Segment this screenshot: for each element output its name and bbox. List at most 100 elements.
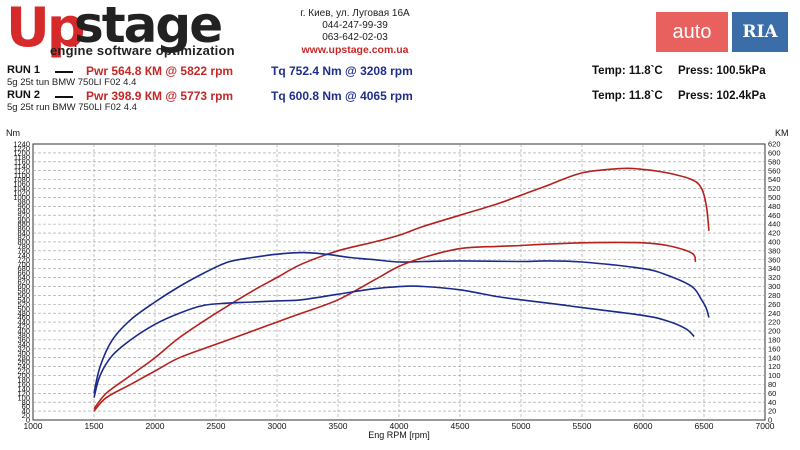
- y-right-tick-label: 580: [768, 157, 781, 166]
- x-tick-label: 2000: [146, 421, 165, 431]
- y-right-tick-label: 520: [768, 184, 781, 193]
- auto-ria-watermark: auto RIA: [656, 12, 788, 54]
- y-left-tick-label: 220: [17, 367, 30, 376]
- y-right-tick-label: 220: [768, 318, 781, 327]
- y-left-axis-label: Nm: [6, 128, 20, 138]
- contact-address: г. Киев, ул. Луговая 16А: [300, 8, 410, 19]
- x-tick-label: 3000: [268, 421, 287, 431]
- y-left-tick-label: 940: [17, 206, 30, 215]
- y-left-tick-label: 480: [17, 309, 30, 318]
- y-left-tick-label: 1040: [13, 184, 30, 193]
- y-right-tick-label: 360: [768, 255, 781, 264]
- y-left-tick-label: 400: [17, 327, 30, 336]
- y-left-tick-label: 20: [22, 411, 30, 420]
- y-left-tick-label: 920: [17, 211, 30, 220]
- y-left-tick-label: 1200: [13, 149, 30, 158]
- y-right-tick-label: 280: [768, 291, 781, 300]
- y-left-tick-label: 0: [26, 416, 30, 425]
- y-right-tick-label: 380: [768, 246, 781, 255]
- y-left-tick-label: 580: [17, 287, 30, 296]
- logo-stage-text: stage: [74, 0, 223, 54]
- x-axis-label: Eng RPM [rpm]: [368, 430, 430, 440]
- y-left-tick-label: 760: [17, 246, 30, 255]
- y-left-tick-label: 160: [17, 380, 30, 389]
- y-left-tick-label: 820: [17, 233, 30, 242]
- y-left-tick-label: 960: [17, 202, 30, 211]
- run-2-press: Press: 102.4kPa: [678, 90, 766, 102]
- y-left-tick-label: 380: [17, 331, 30, 340]
- y-left-tick-label: 500: [17, 304, 30, 313]
- y-right-tick-label: 620: [768, 140, 781, 149]
- y-left-tick-label: 1020: [13, 189, 30, 198]
- x-tick-label: 4000: [390, 421, 409, 431]
- x-tick-label: 4500: [451, 421, 470, 431]
- x-tick-label: 1500: [85, 421, 104, 431]
- y-left-tick-label: 140: [17, 384, 30, 393]
- chart-ticks: 1000 1500 2000 2500 3000 3500 4000 4500 5000 5500…: [13, 140, 780, 431]
- y-right-tick-label: 140: [768, 353, 781, 362]
- y-right-tick-label: 480: [768, 202, 781, 211]
- x-tick-label: 7000: [756, 421, 775, 431]
- run-2-desc: 5g 25t run BMW 750LI F02 4.4: [7, 102, 137, 113]
- run-1-torque-curve: [93, 251, 710, 394]
- y-left-tick-label: 40: [22, 407, 30, 416]
- y-left-tick-label: 840: [17, 229, 30, 238]
- y-right-tick-label: 180: [768, 335, 781, 344]
- y-right-tick-label: 260: [768, 300, 781, 309]
- run-1-press: Press: 100.5kPa: [678, 65, 766, 77]
- run-2-torque: Tq 600.8 Nm @ 4065 rpm: [271, 89, 413, 103]
- x-tick-label: 2500: [207, 421, 226, 431]
- y-left-tick-label: 560: [17, 291, 30, 300]
- y-left-tick-label: 360: [17, 335, 30, 344]
- y-right-tick-label: 440: [768, 220, 781, 229]
- y-right-tick-label: 540: [768, 175, 781, 184]
- y-left-tick-label: 1120: [14, 166, 30, 175]
- run-1-power-curve: [93, 167, 710, 410]
- y-left-tick-label: 1000: [13, 193, 30, 202]
- y-right-tick-label: 500: [768, 193, 781, 202]
- logo-tagline: engine software optimization: [50, 43, 235, 58]
- run-1-label: RUN 1: [7, 64, 41, 76]
- x-tick-label: 5000: [512, 421, 531, 431]
- run-2-label: RUN 2: [7, 89, 41, 101]
- y-left-tick-label: 460: [17, 313, 30, 322]
- run-2-line-indicator: [55, 96, 73, 98]
- y-right-tick-label: 420: [768, 229, 781, 238]
- x-tick-label: 5500: [573, 421, 592, 431]
- y-left-tick-label: 520: [17, 300, 30, 309]
- y-left-tick-label: 120: [17, 389, 30, 398]
- run-2-power: Pwr 398.9 КМ @ 5773 rpm: [86, 89, 234, 103]
- y-right-tick-label: 320: [768, 273, 781, 282]
- y-right-tick-label: 200: [768, 327, 781, 336]
- y-right-tick-label: 340: [768, 264, 781, 273]
- contact-website[interactable]: www.upstage.com.ua: [301, 44, 409, 56]
- run-1-temp: Temp: 11.8`C: [592, 65, 663, 77]
- y-left-tick-label: 60: [22, 402, 30, 411]
- contact-phone-2: 063-642-02-03: [322, 32, 388, 43]
- y-left-tick-label: 780: [17, 242, 30, 251]
- logo-up-text: Up: [6, 0, 85, 59]
- run-1-desc: 5g 25t tun BMW 750LI F02 4.4: [7, 77, 137, 88]
- y-left-tick-label: 980: [17, 197, 30, 206]
- y-left-tick-label: 1080: [13, 175, 30, 184]
- watermark-auto: auto: [656, 12, 728, 52]
- y-left-tick-label: 640: [17, 273, 30, 282]
- run-2-temp: Temp: 11.8`C: [592, 90, 663, 102]
- y-left-tick-label: 1100: [14, 171, 30, 180]
- y-left-tick-label: 320: [17, 344, 30, 353]
- y-left-tick-label: 600: [17, 282, 30, 291]
- y-left-tick-label: 1240: [13, 140, 30, 149]
- y-left-tick-label: 720: [17, 255, 30, 264]
- y-left-tick-label: 280: [17, 353, 30, 362]
- x-tick-label: 1000: [24, 421, 43, 431]
- y-right-tick-label: 240: [768, 309, 781, 318]
- y-right-tick-label: 20: [768, 407, 776, 416]
- y-left-tick-label: 340: [17, 340, 30, 349]
- y-left-tick-label: 240: [17, 362, 30, 371]
- run-1-line-indicator: [55, 71, 73, 73]
- chart-grid: [33, 144, 765, 420]
- y-left-tick-label: 80: [22, 398, 30, 407]
- y-right-tick-label: 160: [768, 344, 781, 353]
- x-tick-label: 6000: [634, 421, 653, 431]
